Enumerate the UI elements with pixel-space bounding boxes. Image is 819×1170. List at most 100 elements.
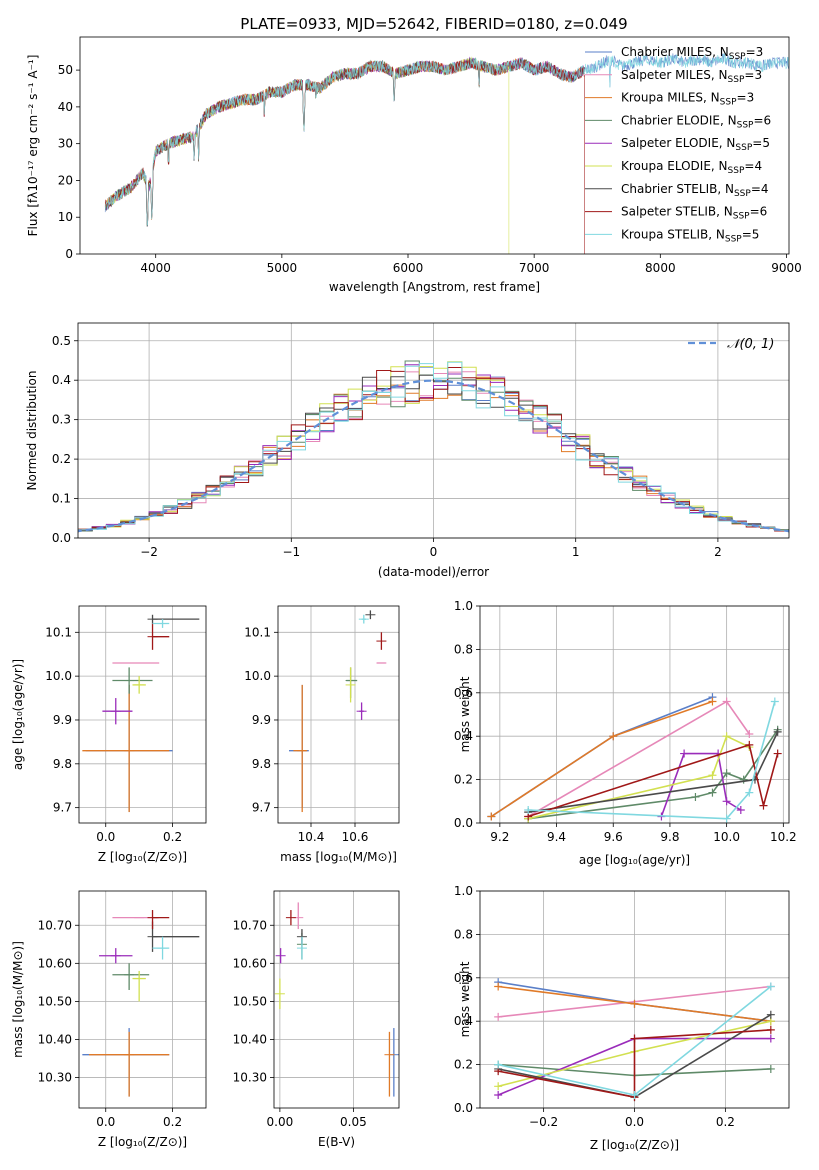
legend-entry-2: Kroupa MILES, NSSP=3 [621, 91, 754, 108]
gaussian-reference-line [78, 379, 789, 533]
weight-marker-7 [630, 1034, 639, 1043]
panel-mass_vs_Z: 0.0 0.2 10.30 10.40 10.50 10.60 10.70 Z [log₁₀(… [11, 890, 207, 1149]
weight-marker-2 [630, 999, 639, 1008]
x-tick-label: −1 [282, 545, 300, 559]
weight-marker-3 [739, 775, 748, 784]
y-tick-label: 9.8 [252, 757, 271, 771]
axes-frame [277, 605, 400, 824]
x-axis-label: mass [log₁₀(M/M⊙)] [280, 850, 397, 864]
weight-marker-3 [766, 1064, 775, 1073]
y-tick-label: 0.0 [454, 1101, 473, 1115]
y-tick-label: 10.60 [38, 956, 72, 970]
y-tick-label: 0 [65, 247, 73, 261]
legend-entry-8: Kroupa STELIB, NSSP=5 [621, 227, 759, 244]
x-axis-label: E(B-V) [318, 1135, 355, 1149]
y-tick-label: 10.1 [45, 625, 72, 639]
y-tick-label: 9.9 [252, 713, 271, 727]
weight-marker-2 [494, 982, 503, 991]
y-tick-label: 10.40 [233, 1032, 267, 1046]
x-tick-label: 0.00 [267, 1115, 294, 1129]
y-tick-label: 0.0 [52, 531, 71, 545]
weight-marker-2 [708, 697, 717, 706]
y-tick-label: 0.8 [454, 927, 473, 941]
panel-massweight_vs_Z: −0.2 0.0 0.2 0.0 0.2 0.4 0.6 0.8 1.0 Z [log₁₀(Z/Z… [454, 884, 790, 1152]
y-tick-label: 0.1 [52, 492, 71, 506]
y-tick-label: 9.7 [53, 801, 72, 815]
plot-area [487, 693, 782, 823]
plot-area [82, 910, 200, 1097]
legend-entry-5: Kroupa ELODIE, NSSP=4 [621, 159, 762, 176]
plot-area [274, 902, 399, 1097]
histogram-series-8 [78, 361, 789, 533]
axes-frame [78, 890, 207, 1109]
panel-age_vs_Z: 0.0 0.2 9.7 9.8 9.9 10.0 10.1 Z [log₁₀(Z/Z⊙)] ag… [11, 605, 207, 864]
x-tick-label: 8000 [645, 261, 676, 275]
figure-title: PLATE=0933, MJD=52642, FIBERID=0180, z=0… [240, 15, 627, 33]
y-tick-label: 0.6 [454, 971, 473, 985]
weight-marker-7 [759, 801, 768, 810]
weight-line-7 [498, 1029, 771, 1099]
weight-marker-2 [487, 812, 496, 821]
y-tick-label: 9.8 [53, 757, 72, 771]
y-tick-label: 0.2 [454, 1058, 473, 1072]
legend-entry-6: Chabrier STELIB, NSSP=4 [621, 182, 769, 199]
panel-residual_hist: −2 −1 0 1 2 0.0 0.1 0.2 0.3 0.4 0.5 (data-model)/er… [25, 322, 790, 579]
weight-marker-7 [766, 1025, 775, 1034]
x-tick-label: 9.6 [604, 830, 623, 844]
axes-frame [479, 890, 790, 1109]
reference-legend-label: 𝒩(0, 1) [727, 337, 774, 352]
weight-marker-8 [494, 1060, 503, 1069]
y-tick-label: 1.0 [454, 599, 473, 613]
spectrum-line-7 [104, 58, 585, 254]
axes-frame [77, 322, 790, 539]
weight-marker-8 [524, 805, 533, 814]
axes-frame [479, 605, 790, 824]
weight-marker-4 [722, 797, 731, 806]
y-tick-label: 10.70 [233, 918, 267, 932]
weight-marker-8 [630, 1090, 639, 1099]
y-tick-label: 10.30 [38, 1071, 72, 1085]
weight-line-1 [527, 700, 750, 818]
weight-marker-4 [766, 1034, 775, 1043]
x-tick-label: 10.0 [713, 830, 740, 844]
x-tick-label: 7000 [519, 261, 550, 275]
y-tick-label: 9.9 [53, 713, 72, 727]
legend-entry-3: Chabrier ELODIE, NSSP=6 [621, 113, 771, 130]
weight-marker-1 [745, 730, 754, 739]
x-tick-label: 0.0 [96, 830, 115, 844]
y-axis-label: mass weight [458, 961, 472, 1037]
x-tick-label: 9.8 [660, 830, 679, 844]
spectrum-line-8 [104, 53, 789, 226]
weight-marker-7 [773, 749, 782, 758]
plot-area [494, 978, 775, 1102]
y-axis-label: age [log₁₀(age/yr)] [11, 659, 25, 770]
plot-area [78, 360, 789, 534]
y-tick-label: 10.40 [38, 1032, 72, 1046]
x-tick-label: 0.05 [340, 1115, 367, 1129]
panel-mass_vs_ebv: 0.00 0.05 10.30 10.40 10.50 10.60 10.70 E(B-V) [233, 890, 400, 1149]
x-axis-label: (data-model)/error [378, 565, 489, 579]
weight-marker-5 [708, 771, 717, 780]
x-tick-label: 9000 [771, 261, 802, 275]
y-tick-label: 10.70 [38, 918, 72, 932]
weight-marker-3 [691, 792, 700, 801]
plot-area [289, 610, 387, 813]
y-tick-label: 30 [58, 137, 73, 151]
panel-age_vs_mass: 10.4 10.6 9.7 9.8 9.9 10.0 10.1 mass [log₁₀(M/M… [244, 605, 400, 864]
x-tick-label: 0.2 [163, 1115, 182, 1129]
weight-marker-7 [745, 740, 754, 749]
x-axis-label: Z [log₁₀(Z/Z⊙)] [590, 1138, 679, 1152]
weight-line-5 [528, 735, 750, 820]
y-tick-label: 1.0 [454, 884, 473, 898]
x-tick-label: 2 [714, 545, 722, 559]
y-tick-label: 9.7 [252, 801, 271, 815]
y-tick-label: 0.8 [454, 642, 473, 656]
x-tick-label: 10.2 [770, 830, 797, 844]
plot-area [104, 52, 789, 254]
x-tick-label: 0.2 [163, 830, 182, 844]
y-tick-label: 40 [58, 100, 73, 114]
weight-marker-1 [722, 697, 731, 706]
x-tick-label: 4000 [140, 261, 171, 275]
x-axis-label: wavelength [Angstrom, rest frame] [329, 280, 540, 294]
